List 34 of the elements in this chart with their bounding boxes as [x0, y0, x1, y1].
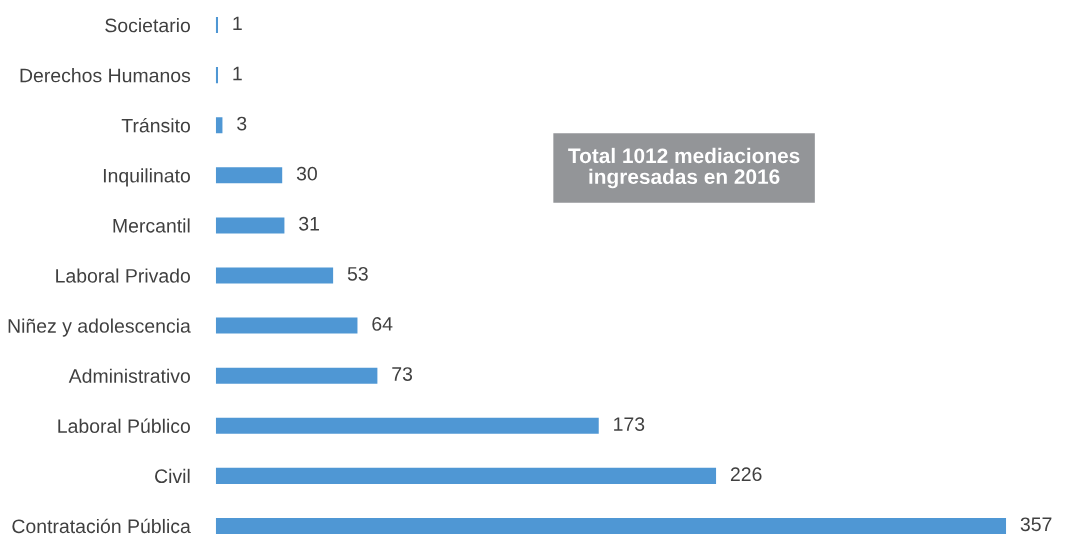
- bar: [215, 17, 219, 34]
- bar: [215, 167, 283, 184]
- y-tick-label: Niñez y adolescencia: [8, 318, 191, 337]
- data-label: 3: [237, 116, 247, 131]
- data-label: 1: [233, 66, 242, 81]
- data-label: 73: [392, 367, 413, 381]
- data-label: 31: [299, 216, 319, 231]
- annotation: Total 1012 mediaciones ingresadas en 2016: [568, 147, 800, 189]
- data-label: 357: [1020, 517, 1052, 532]
- data-label: 53: [347, 266, 368, 281]
- y-tick-label: Inquilinato: [103, 168, 190, 187]
- data-label: 1: [233, 16, 242, 31]
- y-tick-label: Laboral Público: [58, 418, 190, 434]
- y-tick-label: Mercantil: [113, 218, 190, 233]
- bar: [215, 117, 223, 134]
- data-label: 226: [730, 467, 762, 482]
- bar: [215, 317, 358, 334]
- bar: [215, 217, 285, 234]
- bar: [215, 467, 717, 484]
- data-label: 30: [296, 166, 317, 181]
- bar: [215, 267, 334, 284]
- data-label: 64: [372, 317, 393, 331]
- y-tick-label: Laboral Privado: [56, 268, 190, 283]
- y-tick-label: Tránsito: [121, 117, 190, 133]
- y-tick-label: Contratación Pública: [12, 518, 191, 534]
- bar: [215, 67, 219, 84]
- y-tick-label: Civil: [155, 468, 190, 484]
- y-tick-label: Societario: [105, 18, 190, 33]
- y-tick-label: Derechos Humanos: [20, 68, 191, 83]
- bar: [215, 367, 378, 384]
- data-label: 173: [614, 417, 645, 431]
- y-tick-label: Administrativo: [68, 368, 190, 383]
- bar: [215, 417, 599, 434]
- bar: [215, 517, 1007, 534]
